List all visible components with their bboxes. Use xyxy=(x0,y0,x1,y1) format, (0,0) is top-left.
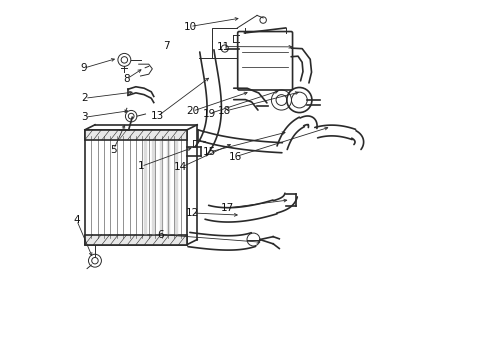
Bar xyxy=(85,234,187,244)
Text: 12: 12 xyxy=(185,208,199,218)
Bar xyxy=(85,130,187,140)
Text: 9: 9 xyxy=(81,63,87,73)
Text: 1: 1 xyxy=(138,161,144,171)
Circle shape xyxy=(92,257,98,264)
Circle shape xyxy=(121,57,127,63)
Text: 11: 11 xyxy=(217,42,230,51)
Circle shape xyxy=(128,113,134,119)
Text: 19: 19 xyxy=(203,109,216,119)
Circle shape xyxy=(276,95,286,105)
Text: 6: 6 xyxy=(157,230,163,239)
Text: 10: 10 xyxy=(183,22,196,32)
Text: 7: 7 xyxy=(163,41,169,50)
Text: 3: 3 xyxy=(81,112,88,122)
Text: 18: 18 xyxy=(218,106,231,116)
Text: 5: 5 xyxy=(110,144,117,154)
Text: 2: 2 xyxy=(81,93,88,103)
Text: 8: 8 xyxy=(123,74,130,84)
FancyBboxPatch shape xyxy=(237,32,292,90)
Text: 17: 17 xyxy=(220,203,233,213)
Text: 15: 15 xyxy=(203,147,216,157)
Text: 13: 13 xyxy=(151,111,164,121)
Text: 4: 4 xyxy=(73,215,80,225)
Bar xyxy=(85,130,187,244)
Text: 20: 20 xyxy=(185,106,199,116)
Text: 14: 14 xyxy=(174,162,187,172)
Text: 16: 16 xyxy=(228,152,242,162)
